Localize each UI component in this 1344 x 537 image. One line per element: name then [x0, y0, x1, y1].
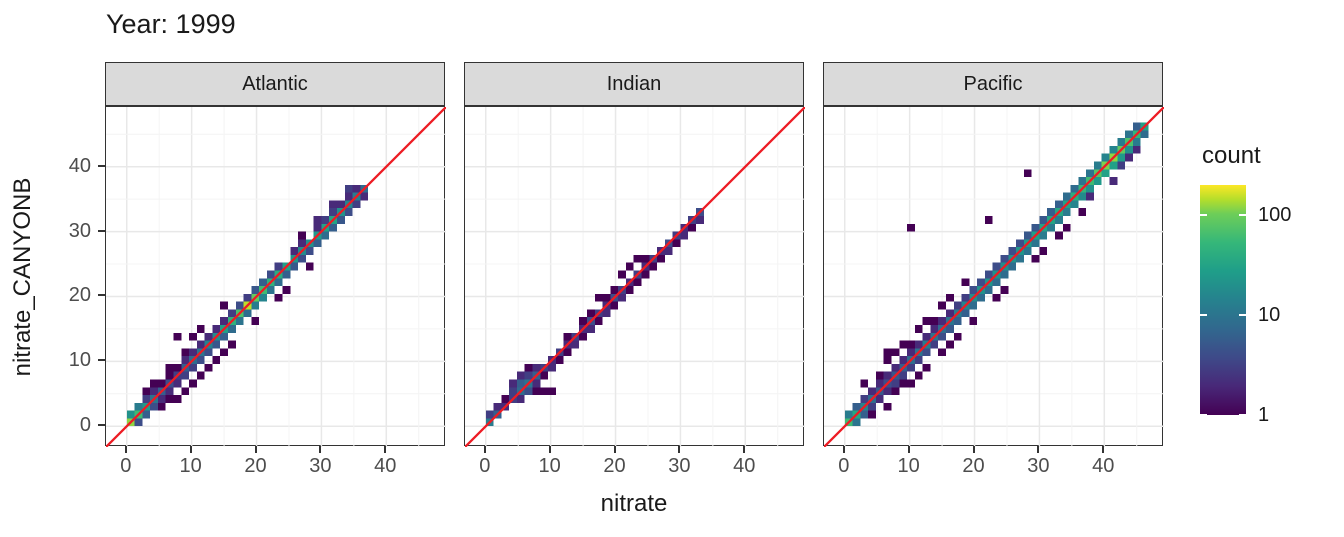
legend-tick-mark — [1239, 214, 1246, 217]
legend-colorbar — [1200, 185, 1246, 415]
x-tick-mark — [613, 446, 616, 453]
identity-line — [824, 107, 1164, 447]
x-tick-mark — [548, 446, 551, 453]
x-tick-label: 10 — [538, 455, 561, 477]
x-tick-mark — [1102, 446, 1105, 453]
x-axis-indian: 0 10 20 30 40 — [464, 446, 804, 486]
panel-atlantic — [105, 106, 446, 447]
x-tick-mark — [678, 446, 681, 453]
x-tick-label: 0 — [838, 455, 850, 477]
x-tick-label: 30 — [668, 455, 691, 477]
panel-plot-area — [465, 107, 805, 447]
legend-title: count — [1202, 142, 1261, 169]
y-tick-mark — [98, 294, 105, 297]
plot-title: Year: 1999 — [106, 9, 236, 39]
x-tick-mark — [972, 446, 975, 453]
x-tick-label: 20 — [962, 455, 985, 477]
legend: count 1 10 100 — [1200, 142, 1330, 446]
facet-strip-label: Atlantic — [242, 72, 308, 95]
gridlines — [465, 107, 805, 447]
x-tick-label: 40 — [733, 455, 756, 477]
x-tick-mark — [189, 446, 192, 453]
y-tick-mark — [98, 359, 105, 362]
y-tick-mark — [98, 164, 105, 167]
y-tick-label: 30 — [68, 219, 91, 242]
x-tick-label: 40 — [1092, 455, 1115, 477]
x-tick-label: 0 — [120, 455, 132, 477]
y-tick-mark — [98, 229, 105, 232]
panel-plot-area — [824, 107, 1164, 447]
x-tick-label: 10 — [179, 455, 202, 477]
y-axis: 0 10 20 30 40 — [0, 106, 105, 446]
y-tick-label: 20 — [68, 284, 91, 307]
legend-tick-mark — [1200, 314, 1207, 317]
legend-tick-mark — [1200, 214, 1207, 217]
x-tick-label: 40 — [374, 455, 397, 477]
identity-line — [465, 107, 805, 447]
facet-strip-label: Indian — [606, 72, 662, 95]
panel-indian — [464, 106, 805, 447]
y-tick-label: 10 — [68, 349, 91, 372]
x-tick-mark — [124, 446, 127, 453]
y-tick-label: 0 — [79, 414, 91, 437]
y-tick-label: 40 — [68, 154, 91, 177]
x-tick-mark — [1037, 446, 1040, 453]
x-tick-label: 20 — [603, 455, 626, 477]
x-tick-mark — [743, 446, 746, 453]
x-tick-label: 10 — [897, 455, 920, 477]
x-tick-mark — [907, 446, 910, 453]
x-tick-mark — [319, 446, 322, 453]
x-tick-label: 30 — [309, 455, 332, 477]
panel-plot-area — [106, 107, 446, 447]
x-tick-mark — [483, 446, 486, 453]
legend-tick-label: 10 — [1258, 304, 1281, 327]
y-tick-mark — [98, 424, 105, 427]
facet-strip-indian: Indian — [464, 62, 804, 106]
x-tick-mark — [254, 446, 257, 453]
legend-tick-mark — [1200, 414, 1207, 416]
facet-strip-atlantic: Atlantic — [105, 62, 445, 106]
identity-line — [106, 107, 446, 447]
gridlines — [106, 107, 446, 447]
x-tick-label: 30 — [1027, 455, 1050, 477]
facet-strip-label: Pacific — [963, 72, 1023, 95]
legend-tick-label: 100 — [1258, 204, 1292, 227]
x-tick-label: 20 — [244, 455, 267, 477]
x-axis-pacific: 0 10 20 30 40 — [823, 446, 1163, 486]
x-axis-atlantic: 0 10 20 30 40 — [105, 446, 445, 486]
facet-strip-pacific: Pacific — [823, 62, 1163, 106]
facet-pacific: Pacific 0 10 20 30 40 — [823, 62, 1164, 482]
panel-pacific — [823, 106, 1164, 447]
x-tick-mark — [384, 446, 387, 453]
x-tick-mark — [842, 446, 845, 453]
facet-atlantic: Atlantic 0 10 20 30 40 — [105, 62, 446, 482]
legend-tick-mark — [1239, 414, 1246, 416]
x-tick-label: 0 — [479, 455, 491, 477]
facet-indian: Indian 0 10 20 30 40 — [464, 62, 805, 482]
legend-tick-mark — [1239, 314, 1246, 317]
legend-tick-label: 1 — [1258, 404, 1270, 426]
x-axis-title: nitrate — [600, 490, 668, 517]
